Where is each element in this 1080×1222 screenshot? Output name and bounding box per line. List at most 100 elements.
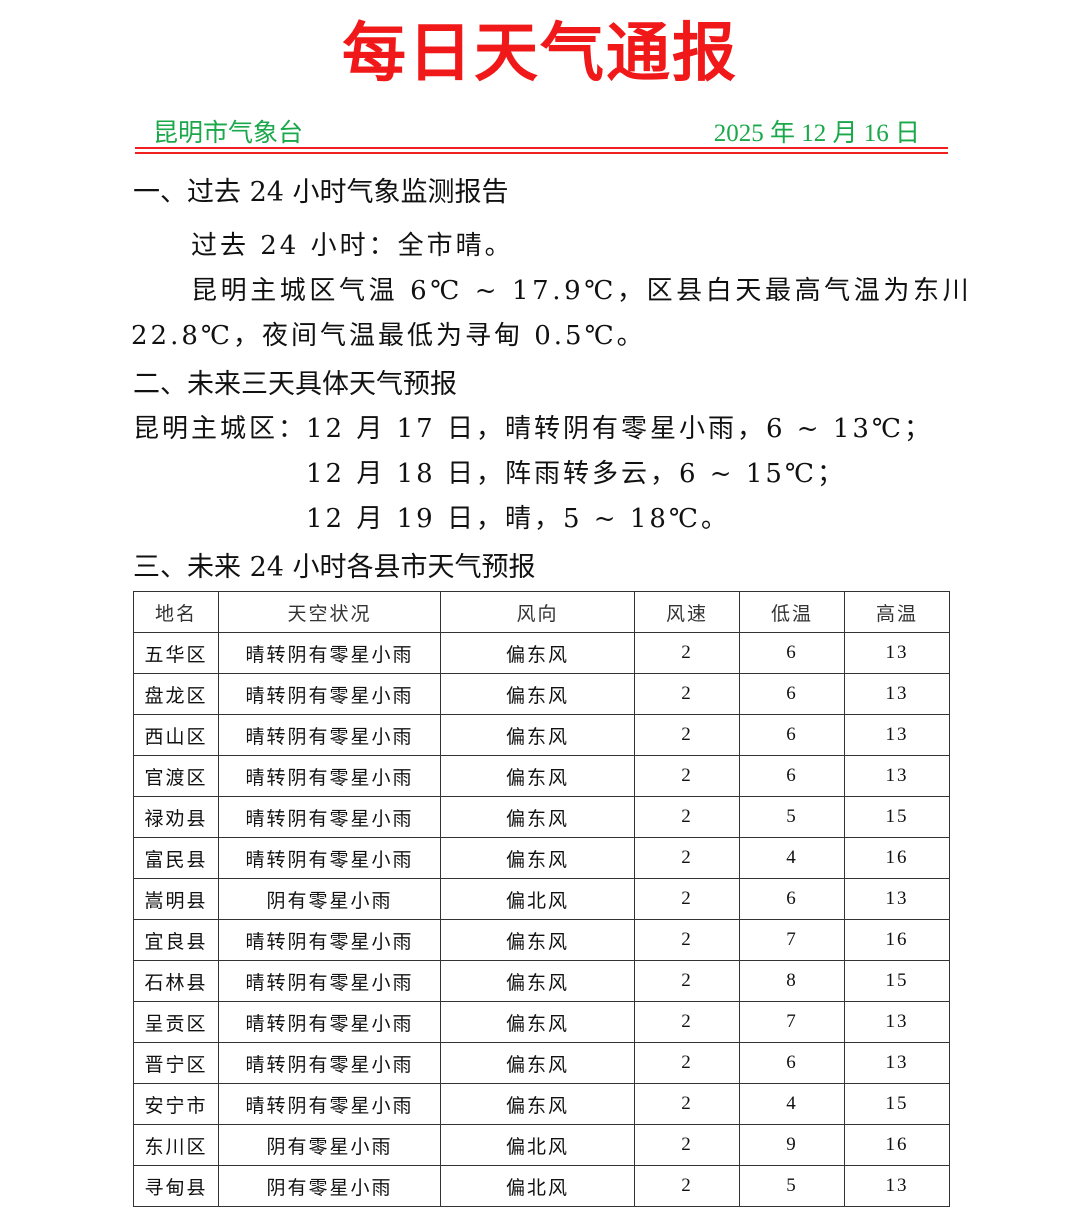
table-row: 安宁市 晴转阴有零星小雨 偏东风 2 4 15: [133, 1083, 950, 1125]
table-row: 石林县 晴转阴有零星小雨 偏东风 2 8 15: [133, 960, 950, 1002]
table-cell: 2: [634, 919, 740, 961]
table-row: 呈贡区 晴转阴有零星小雨 偏东风 2 7 13: [133, 1001, 950, 1043]
column-header: 天空状况: [218, 591, 441, 633]
table-cell: 偏东风: [440, 837, 635, 879]
table-cell: 阴有零星小雨: [218, 1165, 441, 1207]
column-header: 低温: [739, 591, 845, 633]
table-cell: 6: [739, 632, 845, 674]
table-cell: 五华区: [133, 632, 219, 674]
table-cell: 呈贡区: [133, 1001, 219, 1043]
table-cell: 晴转阴有零星小雨: [218, 919, 441, 961]
table-cell: 16: [844, 837, 950, 879]
county-forecast-table: 地名 天空状况 风向 风速 低温 高温 五华区 晴转阴有零星小雨 偏东风 2 6 13 盘龙区 晴转阴有…: [133, 591, 950, 1207]
forecast-day: 12 月 19 日，晴，5 ~ 18℃。: [306, 504, 730, 534]
table-cell: 6: [739, 755, 845, 797]
table-cell: 偏东风: [440, 1083, 635, 1125]
table-cell: 偏北风: [440, 878, 635, 920]
table-cell: 2: [634, 878, 740, 920]
table-row: 东川区 阴有零星小雨 偏北风 2 9 16: [133, 1124, 950, 1166]
table-cell: 5: [739, 796, 845, 838]
table-cell: 西山区: [133, 714, 219, 756]
table-cell: 2: [634, 1165, 740, 1207]
table-cell: 13: [844, 1001, 950, 1043]
table-cell: 16: [844, 919, 950, 961]
table-cell: 2: [634, 1083, 740, 1125]
paragraph: 过去 24 小时：全市晴。: [191, 231, 514, 261]
table-cell: 盘龙区: [133, 673, 219, 715]
table-cell: 16: [844, 1124, 950, 1166]
table-cell: 晴转阴有零星小雨: [218, 673, 441, 715]
table-cell: 2: [634, 714, 740, 756]
table-cell: 13: [844, 632, 950, 674]
table-cell: 7: [739, 1001, 845, 1043]
divider: [135, 147, 948, 149]
table-cell: 晴转阴有零星小雨: [218, 755, 441, 797]
table-cell: 偏东风: [440, 919, 635, 961]
table-cell: 晴转阴有零星小雨: [218, 796, 441, 838]
paragraph: 22.8℃，夜间气温最低为寻甸 0.5℃。: [131, 321, 646, 351]
table-row: 富民县 晴转阴有零星小雨 偏东风 2 4 16: [133, 837, 950, 879]
table-cell: 禄劝县: [133, 796, 219, 838]
table-cell: 15: [844, 960, 950, 1002]
table-cell: 8: [739, 960, 845, 1002]
table-row: 晋宁区 晴转阴有零星小雨 偏东风 2 6 13: [133, 1042, 950, 1084]
organization: 昆明市气象台: [153, 118, 304, 147]
table-cell: 4: [739, 837, 845, 879]
column-header: 风向: [440, 591, 635, 633]
forecast-day: 12 月 18 日，阵雨转多云，6 ~ 15℃；: [306, 459, 846, 489]
table-cell: 5: [739, 1165, 845, 1207]
table-cell: 15: [844, 1083, 950, 1125]
table-cell: 4: [739, 1083, 845, 1125]
table-row: 寻甸县 阴有零星小雨 偏北风 2 5 13: [133, 1165, 950, 1207]
table-cell: 偏东风: [440, 632, 635, 674]
section-heading: 二、未来三天具体天气预报: [133, 369, 457, 400]
table-cell: 晴转阴有零星小雨: [218, 1083, 441, 1125]
table-cell: 官渡区: [133, 755, 219, 797]
table-cell: 偏东风: [440, 1042, 635, 1084]
table-row: 宜良县 晴转阴有零星小雨 偏东风 2 7 16: [133, 919, 950, 961]
paragraph: 昆明主城区气温 6℃ ~ 17.9℃，区县白天最高气温为东川: [191, 276, 973, 306]
table-cell: 偏东风: [440, 714, 635, 756]
issue-date: 2025 年 12 月 16 日: [713, 120, 920, 147]
table-cell: 偏东风: [440, 755, 635, 797]
table-cell: 2: [634, 673, 740, 715]
page-title: 每日天气通报: [342, 16, 738, 91]
table-cell: 偏东风: [440, 1001, 635, 1043]
table-row: 西山区 晴转阴有零星小雨 偏东风 2 6 13: [133, 714, 950, 756]
table-cell: 2: [634, 1042, 740, 1084]
table-cell: 晴转阴有零星小雨: [218, 960, 441, 1002]
column-header: 高温: [844, 591, 950, 633]
table-cell: 7: [739, 919, 845, 961]
table-cell: 偏东风: [440, 796, 635, 838]
column-header: 风速: [634, 591, 740, 633]
table-cell: 13: [844, 755, 950, 797]
table-header-row: 地名 天空状况 风向 风速 低温 高温: [133, 591, 950, 633]
table-cell: 13: [844, 878, 950, 920]
table-cell: 2: [634, 755, 740, 797]
table-cell: 15: [844, 796, 950, 838]
table-cell: 晴转阴有零星小雨: [218, 714, 441, 756]
table-cell: 偏东风: [440, 673, 635, 715]
table-cell: 2: [634, 796, 740, 838]
table-cell: 2: [634, 960, 740, 1002]
table-cell: 偏北风: [440, 1124, 635, 1166]
section-heading: 一、过去 24 小时气象监测报告: [133, 177, 509, 208]
table-cell: 晴转阴有零星小雨: [218, 632, 441, 674]
table-cell: 9: [739, 1124, 845, 1166]
table-cell: 偏东风: [440, 960, 635, 1002]
table-row: 禄劝县 晴转阴有零星小雨 偏东风 2 5 15: [133, 796, 950, 838]
forecast-day: 12 月 17 日，晴转阴有零星小雨，6 ~ 13℃；: [306, 414, 933, 444]
table-cell: 晴转阴有零星小雨: [218, 837, 441, 879]
table-cell: 宜良县: [133, 919, 219, 961]
table-cell: 安宁市: [133, 1083, 219, 1125]
table-cell: 寻甸县: [133, 1165, 219, 1207]
table-cell: 嵩明县: [133, 878, 219, 920]
table-cell: 石林县: [133, 960, 219, 1002]
table-cell: 13: [844, 673, 950, 715]
table-cell: 13: [844, 714, 950, 756]
table-cell: 13: [844, 1042, 950, 1084]
table-cell: 阴有零星小雨: [218, 878, 441, 920]
table-cell: 6: [739, 714, 845, 756]
table-row: 嵩明县 阴有零星小雨 偏北风 2 6 13: [133, 878, 950, 920]
table-cell: 2: [634, 632, 740, 674]
